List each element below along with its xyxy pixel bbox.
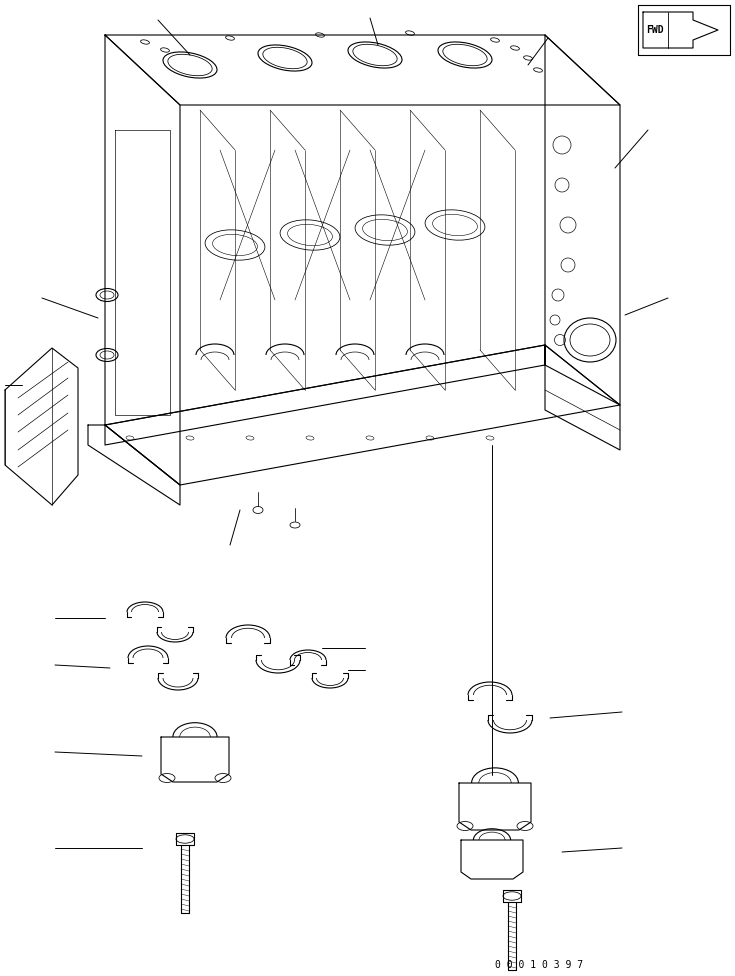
Polygon shape: [5, 348, 78, 505]
Text: FWD: FWD: [646, 25, 664, 35]
Polygon shape: [545, 35, 620, 405]
Polygon shape: [503, 890, 521, 902]
Text: 0 0 0 1 0 3 9 7: 0 0 0 1 0 3 9 7: [495, 960, 583, 970]
Polygon shape: [88, 425, 180, 505]
Polygon shape: [643, 12, 718, 48]
Polygon shape: [105, 35, 620, 105]
Polygon shape: [161, 737, 229, 782]
Polygon shape: [176, 833, 194, 845]
Polygon shape: [459, 783, 531, 830]
Polygon shape: [545, 345, 620, 450]
Polygon shape: [461, 840, 523, 879]
Polygon shape: [105, 35, 180, 485]
Polygon shape: [105, 345, 545, 445]
Polygon shape: [105, 345, 620, 485]
